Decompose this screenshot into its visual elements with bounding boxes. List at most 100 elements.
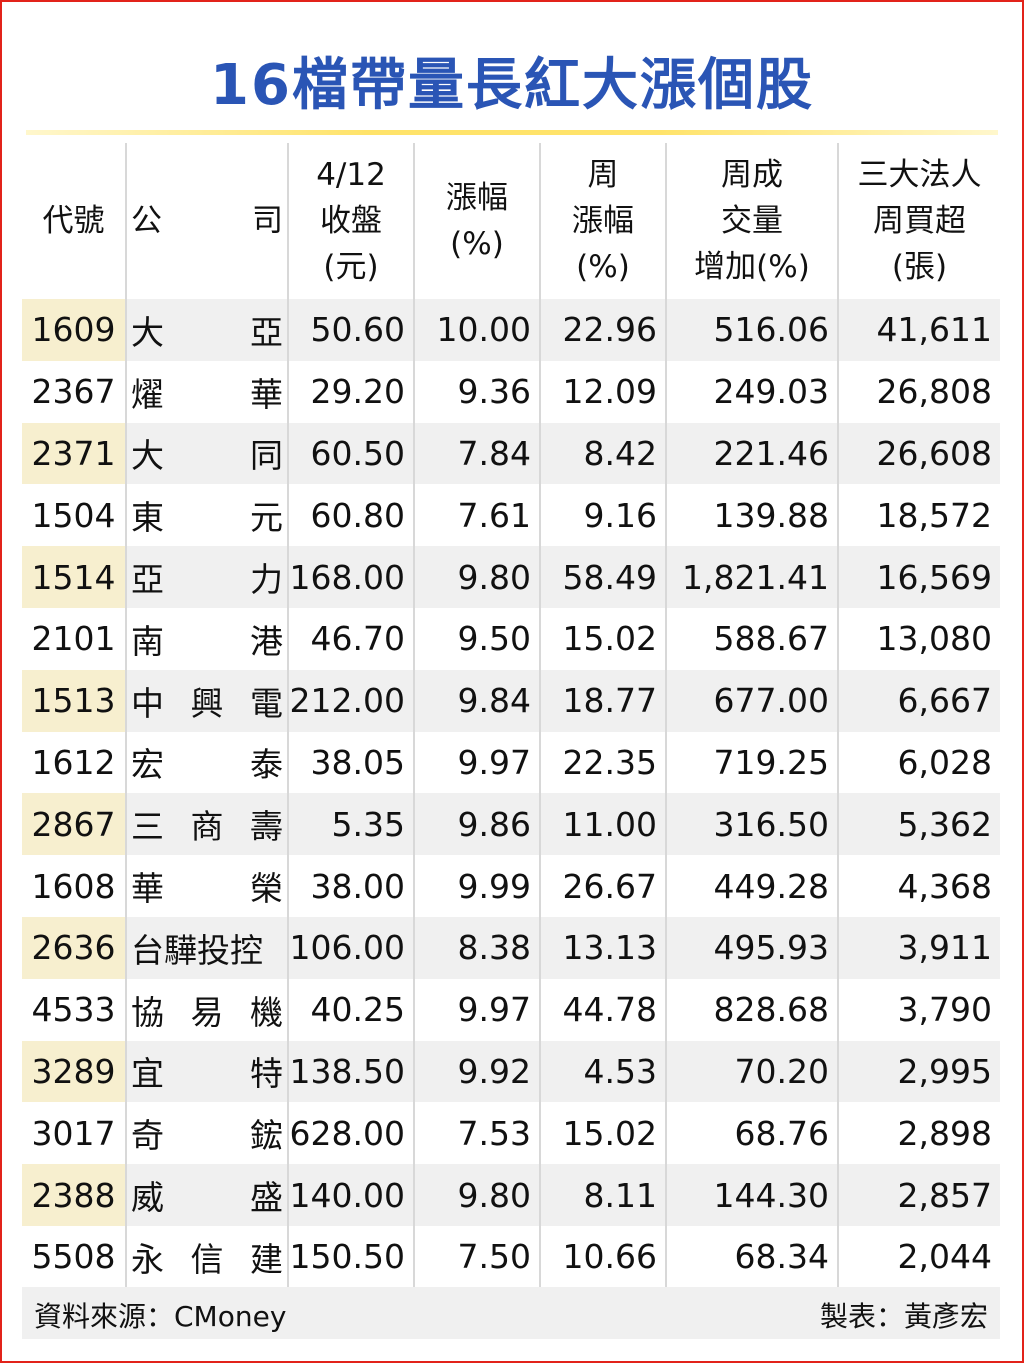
table-row: 2101 南港 46.70 9.50 15.02 588.67 13,080 — [22, 607, 1000, 670]
daily-change: 9.80 — [413, 546, 540, 608]
table-row: 2388 威盛 140.00 9.80 8.11 144.30 2,857 — [22, 1164, 1000, 1226]
stock-code: 1504 — [31, 495, 116, 535]
company-name: 宏泰 — [125, 731, 288, 794]
header-institutional: 三大法人 周買超 (張) — [837, 143, 1000, 299]
close-price: 29.20 — [287, 360, 414, 423]
weekly-change: 18.77 — [539, 669, 666, 732]
company-name-char: 大 — [131, 312, 164, 352]
weekly-change: 22.96 — [539, 299, 666, 361]
table-row: 2867 三商壽 5.35 9.86 11.00 316.50 5,362 — [22, 793, 1000, 856]
company-name-char: 信 — [190, 1239, 224, 1279]
table-row: 1513 中興電 212.00 9.84 18.77 677.00 6,667 — [22, 669, 1000, 732]
company-name-char: 興 — [190, 683, 224, 723]
close-price: 38.05 — [287, 731, 414, 794]
maker-note: 製表：黃彥宏 — [819, 1300, 988, 1333]
volume-increase: 139.88 — [665, 484, 838, 547]
weekly-change: 44.78 — [539, 978, 666, 1041]
company-name-char: 永 — [131, 1239, 164, 1279]
close-price: 168.00 — [287, 546, 414, 608]
company-name-char: 商 — [190, 807, 224, 847]
daily-change: 9.99 — [413, 855, 540, 917]
daily-change: 9.36 — [413, 360, 540, 423]
weekly-change: 8.42 — [539, 422, 666, 485]
header-volume-increase: 周成 交量 增加(%) — [665, 143, 838, 299]
table-row: 1608 華榮 38.00 9.99 26.67 449.28 4,368 — [22, 855, 1000, 917]
stock-code: 2371 — [22, 422, 126, 485]
institutional-net-buy: 5,362 — [837, 793, 1000, 856]
volume-increase: 719.25 — [665, 731, 838, 794]
volume-increase: 70.20 — [665, 1040, 838, 1103]
table-header-row: 代號 公 司 4/12 收盤 (元) 漲幅 (%) 周 漲幅 (%) 周成 交量… — [22, 143, 1000, 299]
company-name-char: 港 — [250, 621, 283, 661]
institutional-net-buy: 2,044 — [837, 1225, 1000, 1288]
volume-increase: 588.67 — [665, 607, 838, 670]
company-name: 燿華 — [125, 360, 288, 423]
institutional-net-buy: 3,911 — [837, 916, 1000, 979]
close-price: 628.00 — [287, 1102, 414, 1165]
company-name-char: 南 — [131, 621, 164, 661]
company-name: 三商壽 — [125, 793, 288, 856]
company-name-char: 亞 — [250, 312, 283, 352]
title-divider — [26, 130, 998, 135]
weekly-change: 13.13 — [539, 916, 666, 979]
weekly-change: 12.09 — [539, 360, 666, 423]
company-name-char: 機 — [250, 992, 283, 1032]
stock-code: 4533 — [31, 990, 116, 1030]
daily-change: 8.38 — [413, 916, 540, 979]
table-row: 1504 東元 60.80 7.61 9.16 139.88 18,572 — [22, 484, 1000, 547]
header-change: 漲幅 (%) — [413, 143, 540, 299]
company-name-char: 三 — [131, 807, 164, 847]
weekly-change: 10.66 — [539, 1225, 666, 1288]
stock-code: 3289 — [22, 1040, 126, 1103]
stock-code: 1608 — [31, 866, 116, 906]
daily-change: 9.84 — [413, 669, 540, 732]
volume-increase: 1,821.41 — [665, 546, 838, 608]
daily-change: 9.97 — [413, 978, 540, 1041]
company-name-char: 電 — [250, 683, 283, 723]
institutional-net-buy: 16,569 — [837, 546, 1000, 608]
company-name-char: 台驊投控 — [131, 930, 263, 970]
company-name-char: 泰 — [250, 745, 283, 785]
weekly-change: 58.49 — [539, 546, 666, 608]
header-company-char: 司 — [252, 203, 283, 239]
daily-change: 9.92 — [413, 1040, 540, 1103]
weekly-change: 26.67 — [539, 855, 666, 917]
company-name-char: 東 — [131, 498, 164, 538]
company-name: 東元 — [125, 484, 288, 547]
weekly-change: 9.16 — [539, 484, 666, 547]
close-price: 60.50 — [287, 422, 414, 485]
stocks-table: 代號 公 司 4/12 收盤 (元) 漲幅 (%) 周 漲幅 (%) 周成 交量… — [22, 143, 1000, 1288]
company-name: 奇鋐 — [125, 1102, 288, 1165]
company-name: 大亞 — [125, 299, 288, 361]
institutional-net-buy: 2,995 — [837, 1040, 1000, 1103]
table-row: 2367 燿華 29.20 9.36 12.09 249.03 26,808 — [22, 360, 1000, 423]
volume-increase: 68.76 — [665, 1102, 838, 1165]
weekly-change: 4.53 — [539, 1040, 666, 1103]
company-name-char: 宏 — [131, 745, 164, 785]
institutional-net-buy: 3,790 — [837, 978, 1000, 1041]
table-row: 4533 協易機 40.25 9.97 44.78 828.68 3,790 — [22, 978, 1000, 1041]
close-price: 60.80 — [287, 484, 414, 547]
close-price: 38.00 — [287, 855, 414, 917]
institutional-net-buy: 13,080 — [837, 607, 1000, 670]
volume-increase: 68.34 — [665, 1225, 838, 1288]
stock-code: 2867 — [22, 793, 126, 856]
stock-code: 2636 — [22, 916, 126, 979]
daily-change: 9.86 — [413, 793, 540, 856]
close-price: 46.70 — [287, 607, 414, 670]
stock-code: 1513 — [22, 669, 126, 732]
page-title: 16檔帶量長紅大漲個股 — [210, 53, 814, 118]
company-name: 大同 — [125, 422, 288, 485]
footer-bar: 資料來源：CMoney 製表：黃彥宏 — [22, 1287, 1000, 1339]
daily-change: 9.50 — [413, 607, 540, 670]
company-name-char: 中 — [131, 683, 164, 723]
volume-increase: 516.06 — [665, 299, 838, 361]
volume-increase: 249.03 — [665, 360, 838, 423]
weekly-change: 15.02 — [539, 607, 666, 670]
institutional-net-buy: 26,608 — [837, 422, 1000, 485]
institutional-net-buy: 26,808 — [837, 360, 1000, 423]
weekly-change: 11.00 — [539, 793, 666, 856]
company-name-char: 燿 — [131, 374, 164, 414]
volume-increase: 316.50 — [665, 793, 838, 856]
